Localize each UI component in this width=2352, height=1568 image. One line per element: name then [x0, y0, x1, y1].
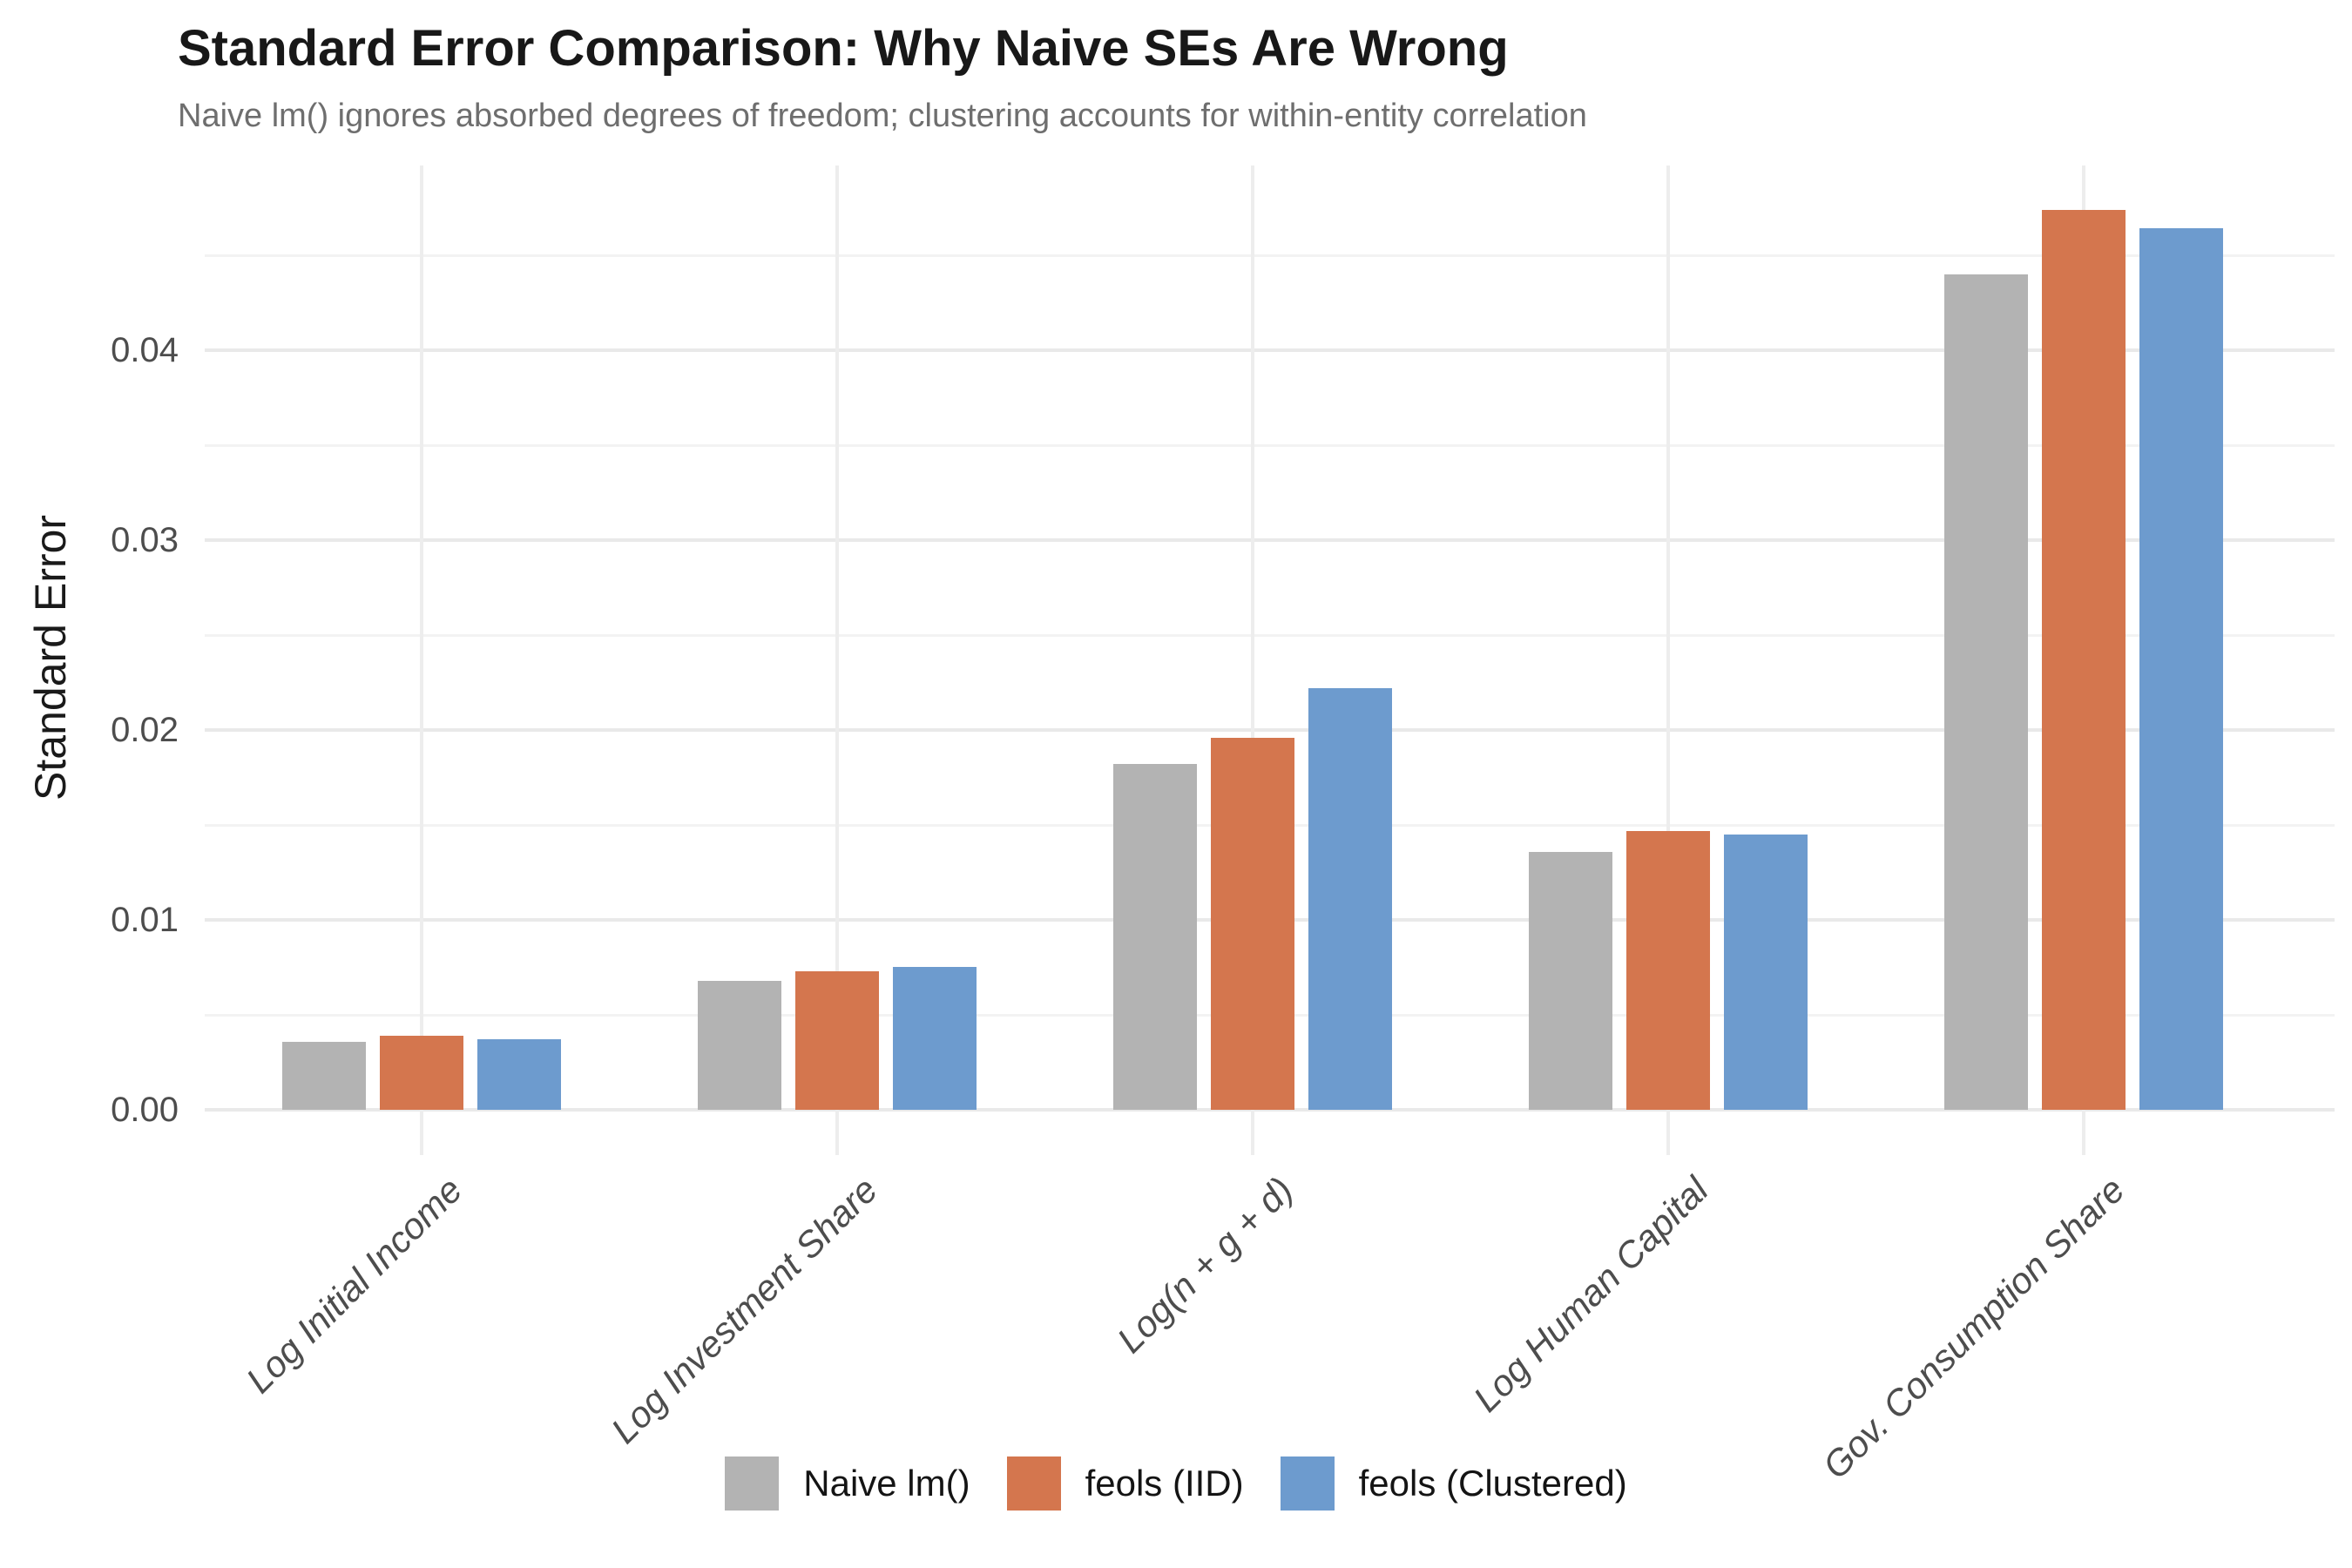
bar-feols-iid- — [2042, 210, 2126, 1110]
bar-feols-iid- — [1211, 738, 1294, 1110]
chart-title: Standard Error Comparison: Why Naive SEs… — [178, 20, 1509, 77]
y-tick-label: 0.02 — [111, 711, 179, 749]
x-category-label: Log Investment Share — [603, 1169, 886, 1451]
bar-feols-iid- — [380, 1036, 463, 1110]
vertical-gridline — [835, 166, 839, 1155]
x-category-label: Log Human Capital — [1465, 1169, 1717, 1420]
y-tick-label: 0.00 — [111, 1091, 179, 1129]
gridline-major — [205, 728, 2335, 732]
bar-naive-lm- — [1529, 852, 1612, 1110]
legend-item: feols (Clustered) — [1280, 1456, 1627, 1511]
legend-swatch — [1006, 1456, 1061, 1511]
x-category-label: Gov. Consumption Share — [1814, 1169, 2132, 1487]
gridline-major — [205, 348, 2335, 352]
y-tick-label: 0.01 — [111, 901, 179, 939]
x-category-label: Log Initial Income — [238, 1169, 470, 1402]
legend-label: feols (IID) — [1085, 1463, 1244, 1504]
x-category-label: Log(n + g + d) — [1109, 1169, 1301, 1361]
vertical-gridline — [1666, 166, 1670, 1155]
legend-label: Naive lm() — [803, 1463, 970, 1504]
legend-item: feols (IID) — [1006, 1456, 1244, 1511]
legend: Naive lm() feols (IID) feols (Clustered) — [0, 1456, 2352, 1511]
bar-feols-iid- — [1626, 831, 1710, 1110]
gridline-minor — [205, 254, 2335, 257]
chart-subtitle: Naive lm() ignores absorbed degrees of f… — [178, 98, 1587, 134]
bar-naive-lm- — [282, 1042, 366, 1110]
bar-feols-clustered- — [893, 967, 977, 1110]
legend-label: feols (Clustered) — [1358, 1463, 1627, 1504]
gridline-major — [205, 538, 2335, 542]
bar-feols-clustered- — [1724, 835, 1808, 1110]
bar-feols-clustered- — [477, 1039, 561, 1110]
gridline-major — [205, 1108, 2335, 1112]
legend-item: Naive lm() — [725, 1456, 970, 1511]
y-tick-label: 0.04 — [111, 331, 179, 369]
vertical-gridline — [420, 166, 423, 1155]
bar-naive-lm- — [698, 981, 781, 1110]
bar-naive-lm- — [1944, 274, 2028, 1110]
gridline-minor — [205, 634, 2335, 637]
legend-swatch — [725, 1456, 780, 1511]
y-axis-title: Standard Error — [26, 515, 75, 801]
vertical-gridline — [1251, 166, 1254, 1155]
gridline-minor — [205, 444, 2335, 447]
bar-feols-clustered- — [1308, 688, 1392, 1110]
legend-swatch — [1280, 1456, 1335, 1511]
bar-naive-lm- — [1113, 764, 1197, 1110]
bar-feols-clustered- — [2139, 228, 2223, 1110]
y-tick-label: 0.03 — [111, 521, 179, 559]
bar-feols-iid- — [795, 971, 879, 1110]
